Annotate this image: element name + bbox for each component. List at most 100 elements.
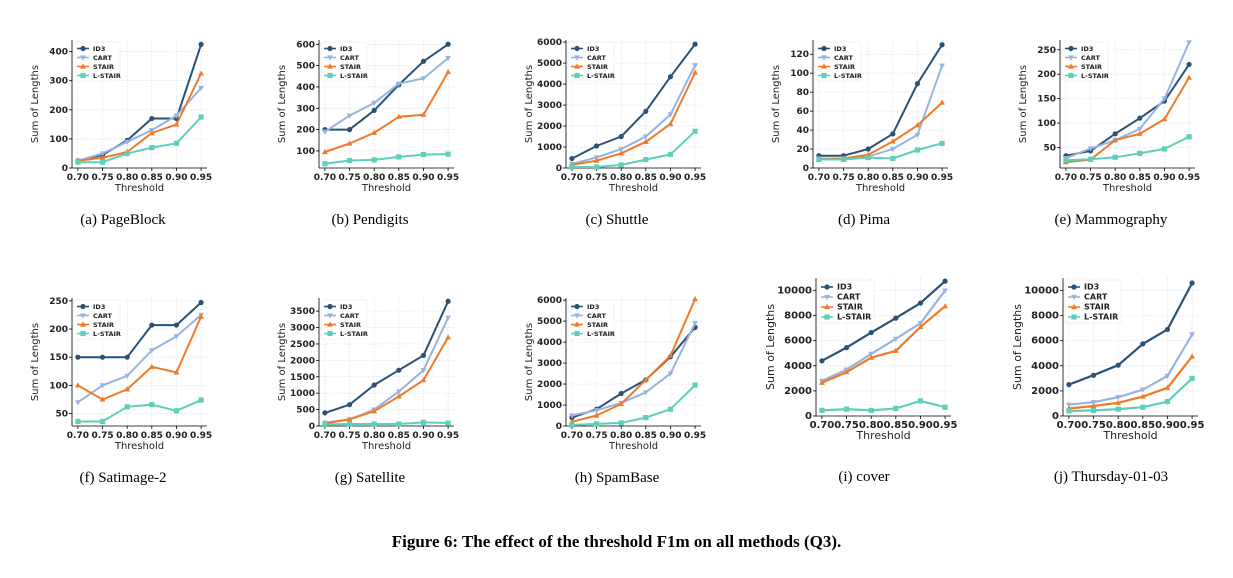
series-line	[571, 298, 697, 423]
data-point	[1186, 74, 1192, 80]
series-line	[324, 71, 449, 153]
data-point	[819, 379, 825, 385]
data-point	[917, 321, 924, 327]
data-point	[445, 56, 451, 62]
x-tick-label: 0.70	[67, 173, 89, 183]
legend-label: L-STAIR	[587, 72, 615, 80]
data-point	[1136, 130, 1143, 136]
data-point	[148, 129, 155, 136]
y-tick-label: 2000	[537, 122, 562, 132]
legend-label: ID3	[837, 282, 852, 291]
legend-marker	[80, 303, 86, 310]
y-tick-label: 3500	[290, 307, 315, 317]
y-tick-label: 300	[296, 104, 315, 114]
series-line	[77, 399, 202, 423]
y-tick-label: 600	[296, 40, 315, 50]
data-point	[173, 113, 180, 119]
series-line	[77, 301, 202, 359]
data-point	[942, 278, 948, 284]
data-point	[396, 421, 402, 427]
data-point	[420, 58, 427, 64]
data-point	[942, 288, 948, 294]
x-tick-label: 0.85	[141, 431, 163, 441]
x-tick-label: 0.70	[1057, 420, 1082, 431]
data-point	[99, 396, 106, 402]
data-point	[322, 129, 328, 135]
data-point	[1087, 156, 1094, 162]
subfigure-caption: (d) Pima	[837, 212, 891, 228]
legend-label: STAIR	[834, 63, 855, 71]
data-point	[420, 419, 427, 425]
series-id3	[1063, 61, 1192, 159]
data-point	[593, 164, 600, 170]
y-axis-label: Sum of Lengths	[1018, 65, 1029, 143]
data-point	[75, 400, 81, 406]
data-point	[1189, 375, 1195, 381]
legend-marker	[80, 330, 86, 337]
data-point	[1066, 382, 1072, 388]
legend-label: CART	[340, 312, 360, 320]
y-tick-label: 2000	[537, 380, 562, 390]
series-l-stair	[322, 151, 451, 167]
legend-box	[817, 279, 875, 324]
y-tick-label: 0	[556, 422, 562, 432]
y-tick-label: 1000	[537, 143, 562, 153]
x-tick-label: 0.70	[561, 431, 583, 441]
legend-label: ID3	[93, 303, 105, 311]
x-tick-label: 0.70	[810, 420, 835, 431]
data-point	[692, 41, 698, 47]
legend-marker	[574, 55, 580, 61]
data-point	[149, 401, 155, 408]
legend-marker	[80, 72, 86, 79]
data-point	[1115, 362, 1121, 368]
data-point	[865, 146, 871, 152]
data-point	[99, 154, 106, 160]
legend-item: ID3	[324, 303, 352, 311]
series-l-stair	[816, 140, 945, 163]
x-tick-label: 0.90	[659, 173, 681, 183]
x-tick-label: 0.70	[561, 173, 583, 183]
legend-label: CART	[587, 312, 607, 320]
data-point	[889, 138, 896, 144]
data-point	[618, 390, 624, 397]
data-point	[667, 371, 674, 377]
legend-item: CART	[818, 54, 854, 62]
legend-marker	[574, 330, 580, 337]
x-tick-label: 0.80	[116, 431, 138, 441]
data-point	[1186, 61, 1192, 68]
data-point	[890, 155, 896, 162]
x-axis-label: Threshold	[855, 429, 910, 442]
data-point	[346, 127, 353, 133]
legend-marker	[327, 330, 333, 337]
y-tick-label: 3000	[537, 101, 562, 111]
data-point	[868, 354, 875, 360]
data-point	[1112, 137, 1119, 143]
data-point	[1087, 146, 1094, 152]
legend-label: L-STAIR	[834, 72, 862, 80]
x-tick-label: 0.95	[1178, 173, 1200, 183]
subfigure-caption: (g) Satellite	[334, 470, 406, 486]
data-point	[420, 376, 427, 383]
legend-marker	[80, 321, 86, 327]
series-cart	[569, 63, 698, 167]
series-id3	[75, 299, 204, 360]
data-point	[618, 150, 625, 156]
legend-item: CART	[1068, 292, 1108, 301]
y-tick-label: 6000	[1031, 336, 1059, 347]
data-point	[75, 418, 81, 425]
legend-label: STAIR	[93, 63, 114, 71]
data-point	[124, 354, 130, 360]
data-point	[420, 111, 427, 117]
data-point	[917, 398, 924, 404]
y-tick-label: 10000	[1024, 286, 1059, 297]
data-point	[892, 347, 899, 353]
legend-box	[73, 41, 121, 82]
x-tick-label: 0.80	[1104, 173, 1126, 183]
data-point	[819, 407, 825, 413]
data-point	[667, 151, 674, 157]
legend-item: ID3	[818, 45, 846, 53]
data-point	[939, 42, 945, 48]
